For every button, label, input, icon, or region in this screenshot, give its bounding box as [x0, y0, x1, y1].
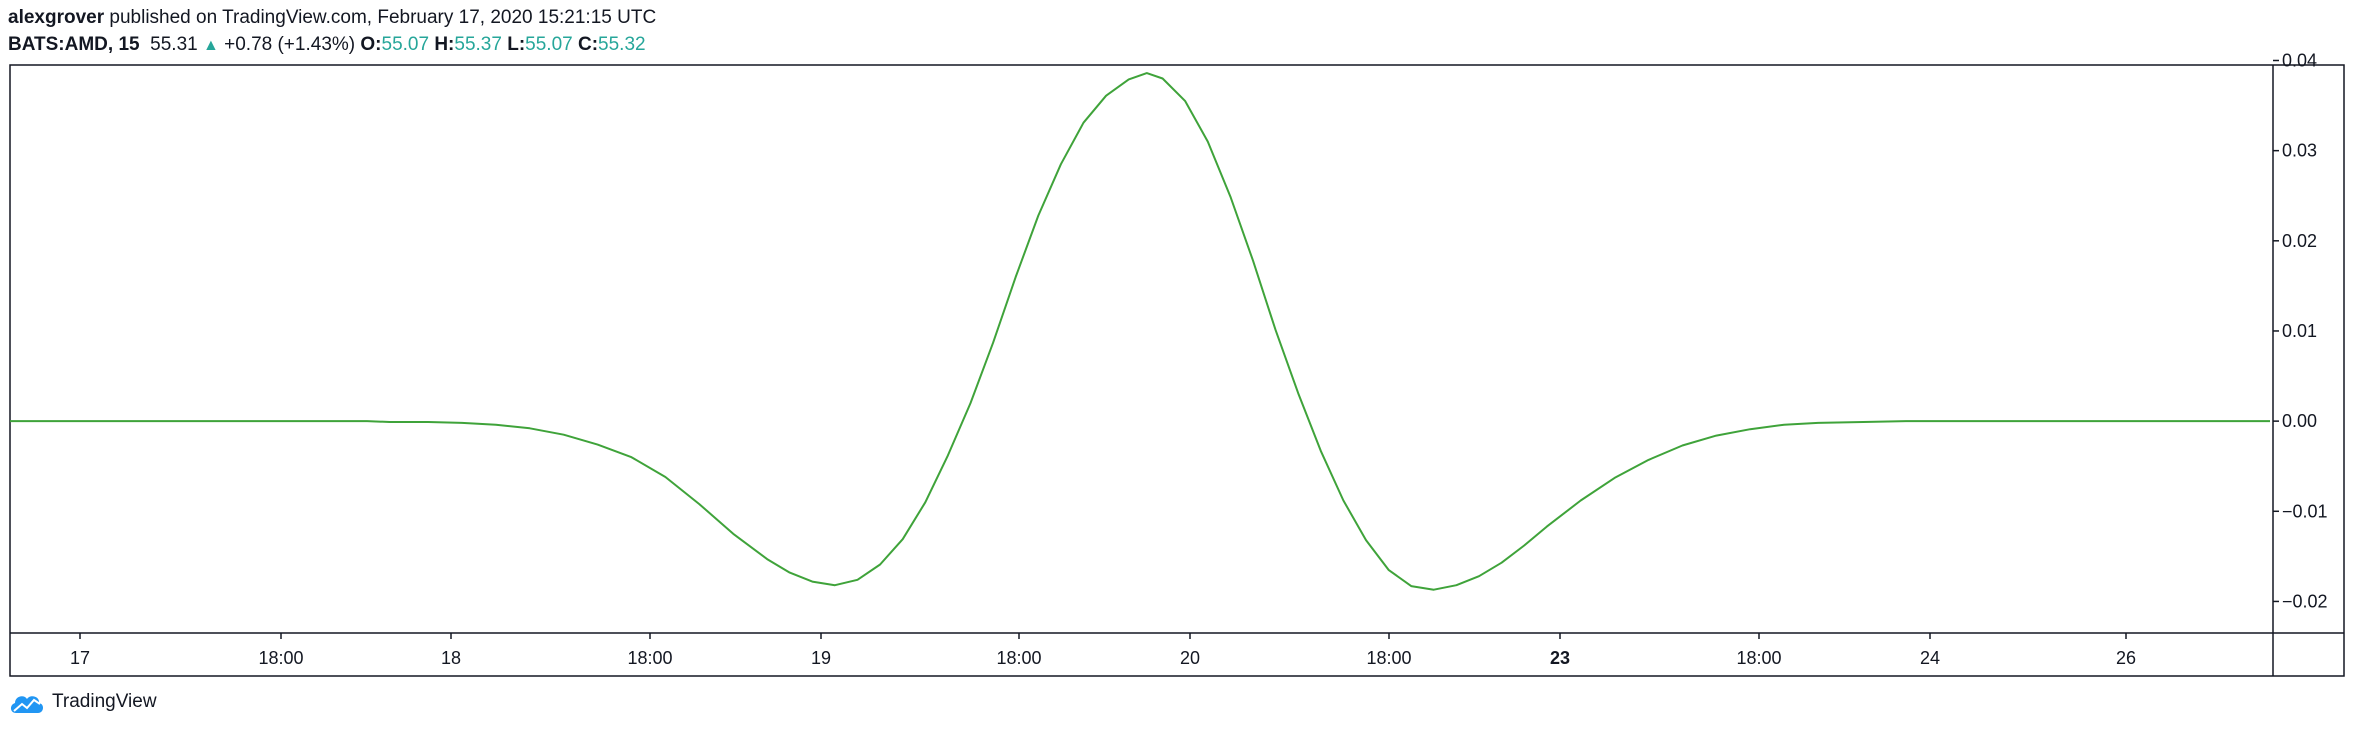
open-value: 55.07 [381, 34, 430, 55]
x-tick-label: 24 [1920, 648, 1940, 668]
x-tick-label: 18:00 [258, 648, 303, 668]
y-tick-label: −0.02 [2282, 591, 2328, 611]
y-tick-label: 0.04 [2282, 50, 2317, 70]
x-tick-label: 18:00 [1736, 648, 1781, 668]
close-label: C: [577, 34, 599, 55]
tradingview-brand[interactable]: TradingView [52, 691, 157, 712]
x-tick-label: 20 [1180, 648, 1200, 668]
x-tick-label: 18 [441, 648, 461, 668]
last-price: 55.31 [150, 34, 198, 55]
published-text: published on TradingView.com, February 1… [109, 7, 657, 28]
publish-line: alexgrover published on TradingView.com,… [8, 4, 656, 31]
chart-header: alexgrover published on TradingView.com,… [8, 4, 656, 59]
x-tick-label: 18:00 [1366, 648, 1411, 668]
x-tick-label: 26 [2116, 648, 2136, 668]
low-value: 55.07 [525, 34, 573, 55]
symbol-label: BATS:AMD, 15 [8, 34, 140, 55]
footer: TradingView [8, 689, 157, 715]
x-tick-label: 18:00 [627, 648, 672, 668]
series-layer [10, 72, 2270, 591]
tradingview-cloud-icon[interactable] [8, 689, 46, 715]
price-change: +0.78 (+1.43%) [224, 34, 356, 55]
y-tick-label: 0.03 [2282, 141, 2317, 161]
open-label: O: [360, 34, 382, 55]
x-tick-label: 18:00 [996, 648, 1041, 668]
high-value: 55.37 [454, 34, 502, 55]
y-tick-label: −0.01 [2282, 501, 2328, 521]
y-tick-label: 0.02 [2282, 231, 2317, 251]
time-axis[interactable]: 17 18:00 18 18:00 19 18:00 20 18:00 23 18:00 24 26 [70, 633, 2136, 668]
high-label: H: [434, 34, 455, 55]
x-tick-label: 23 [1550, 648, 1570, 668]
plot-frame [9, 64, 2345, 677]
y-tick-label: 0.00 [2282, 411, 2317, 431]
low-label: L: [507, 34, 526, 55]
y-tick-label: 0.01 [2282, 321, 2317, 341]
close-value: 55.32 [598, 34, 646, 55]
x-tick-label: 17 [70, 648, 90, 668]
series-line[interactable] [10, 72, 2270, 591]
price-axis[interactable]: 0.04 0.03 0.02 0.01 0.00 −0.01 −0.02 [2273, 50, 2328, 611]
triangle-up-icon: ▲ [203, 37, 219, 54]
x-tick-label: 19 [811, 648, 831, 668]
ohlc-line: BATS:AMD, 15 55.31 ▲ +0.78 (+1.43%) O:55… [8, 31, 656, 59]
author-name[interactable]: alexgrover [8, 7, 105, 28]
